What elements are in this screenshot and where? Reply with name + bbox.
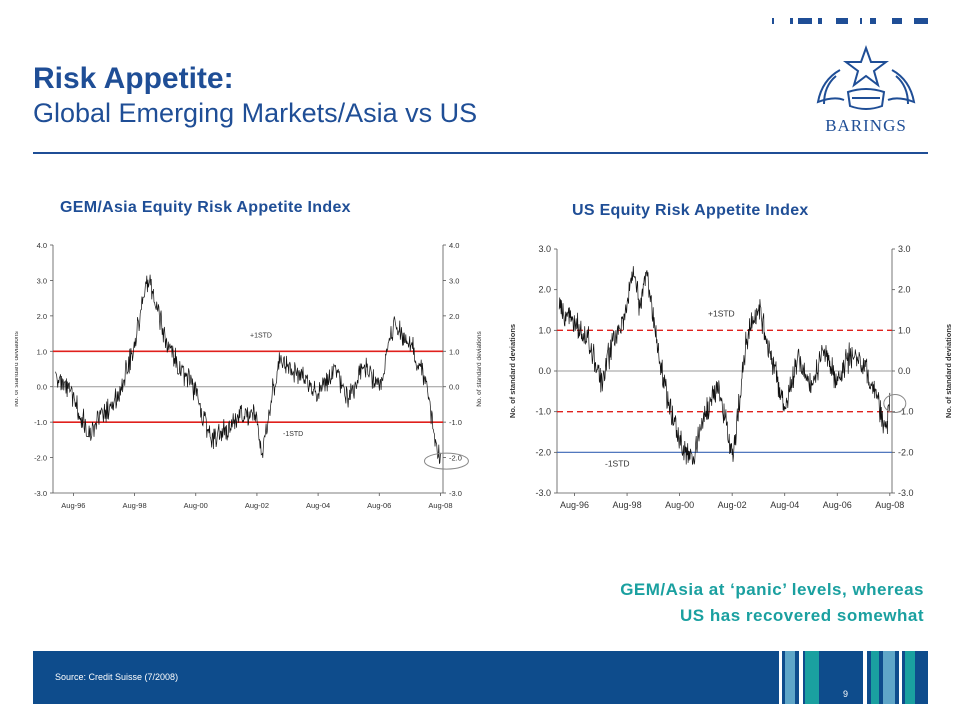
y-tick-label-left: -2.0 (535, 447, 551, 457)
y-tick-label-left: -3.0 (535, 488, 551, 498)
y-tick-label-right: 4.0 (449, 241, 459, 250)
panic-level-circle (423, 452, 469, 470)
y-tick-label-right: 3.0 (449, 276, 459, 285)
x-tick-label: Aug-04 (306, 501, 330, 510)
y-tick-label-left: 2.0 (538, 285, 551, 295)
x-tick-label: Aug-02 (245, 501, 269, 510)
y-axis-title-right: No. of standard deviations (944, 324, 953, 418)
x-tick-label: Aug-04 (770, 500, 799, 510)
x-tick-label: Aug-08 (428, 501, 452, 510)
source-note: Source: Credit Suisse (7/2008) (55, 672, 179, 682)
y-tick-label-right: -3.0 (449, 489, 462, 498)
us-chart: 3.0 3.0 2.0 2.0 1.0 1.0 0.0 0.0 -1.0 -1.0 -2.0 -2.0… (508, 244, 953, 510)
chart-title-us: US Equity Risk Appetite Index (572, 202, 809, 219)
x-tick-label: Aug-98 (613, 500, 642, 510)
reference-line-label: +1STD (250, 332, 272, 339)
barings-logo (816, 45, 916, 110)
x-tick-label: Aug-96 (560, 500, 589, 510)
y-tick-label-right: -1.0 (449, 418, 462, 427)
y-tick-label-right: -1.0 (898, 407, 914, 417)
y-tick-label-left: -3.0 (34, 489, 47, 498)
title-divider (33, 152, 928, 154)
page-number: 9 (843, 689, 849, 699)
y-tick-label-left: 3.0 (538, 244, 551, 254)
x-tick-label: Aug-98 (122, 501, 146, 510)
gem-asia-chart: 4.0 4.0 3.0 3.0 2.0 2.0 1.0 1.0 0.0 0.0 -1.0 -1.0 -2… (15, 241, 483, 510)
y-tick-label-right: 0.0 (898, 366, 911, 376)
x-tick-label: Aug-00 (665, 500, 694, 510)
page-title: Risk Appetite: (33, 62, 234, 95)
y-tick-label-right: 2.0 (449, 312, 459, 321)
y-tick-label-right: 1.0 (449, 347, 459, 356)
y-tick-label-left: 0.0 (538, 366, 551, 376)
x-tick-label: Aug-08 (875, 500, 904, 510)
caption-line-2: US has recovered somewhat (680, 606, 924, 625)
logo-wordmark: BARINGS (825, 116, 907, 135)
page-subtitle: Global Emerging Markets/Asia vs US (33, 98, 478, 128)
y-axis-title-right: No. of standard deviations (476, 330, 483, 406)
reference-line-label: -1STD (605, 458, 630, 468)
reference-line-label: -1STD (283, 431, 303, 438)
caption-line-1: GEM/Asia at ‘panic’ levels, whereas (620, 580, 924, 599)
y-axis-title-left: No. of standard deviations (508, 324, 517, 418)
x-tick-label: Aug-06 (367, 501, 391, 510)
y-tick-label-left: -1.0 (34, 418, 47, 427)
y-tick-label-right: 3.0 (898, 244, 911, 254)
y-tick-label-left: 1.0 (37, 347, 47, 356)
x-tick-label: Aug-02 (718, 500, 747, 510)
footer-bar: Source: Credit Suisse (7/2008) 9 (33, 651, 928, 704)
y-tick-label-right: -2.0 (449, 454, 462, 463)
y-tick-label-left: 0.0 (37, 383, 47, 392)
y-tick-label-left: 3.0 (37, 276, 47, 285)
y-tick-label-left: -1.0 (535, 407, 551, 417)
header-decorative-stripes (772, 18, 932, 24)
index-series-line (55, 274, 441, 464)
y-tick-label-right: -2.0 (898, 447, 914, 457)
y-tick-label-left: 2.0 (37, 312, 47, 321)
y-tick-label-left: -2.0 (34, 454, 47, 463)
y-tick-label-right: 2.0 (898, 285, 911, 295)
index-series-line (558, 266, 891, 466)
panic-level-circle (883, 394, 907, 414)
y-axis-title-left: No. of standard deviations (15, 330, 20, 406)
y-tick-label-right: 0.0 (449, 383, 459, 392)
chart-title-gem-asia: GEM/Asia Equity Risk Appetite Index (60, 199, 351, 216)
y-tick-label-left: 1.0 (538, 325, 551, 335)
x-tick-label: Aug-06 (823, 500, 852, 510)
y-tick-label-right: 1.0 (898, 325, 911, 335)
reference-line-label: +1STD (708, 308, 735, 318)
x-tick-label: Aug-96 (61, 501, 85, 510)
x-tick-label: Aug-00 (184, 501, 208, 510)
y-tick-label-right: -3.0 (898, 488, 914, 498)
y-tick-label-left: 4.0 (37, 241, 47, 250)
